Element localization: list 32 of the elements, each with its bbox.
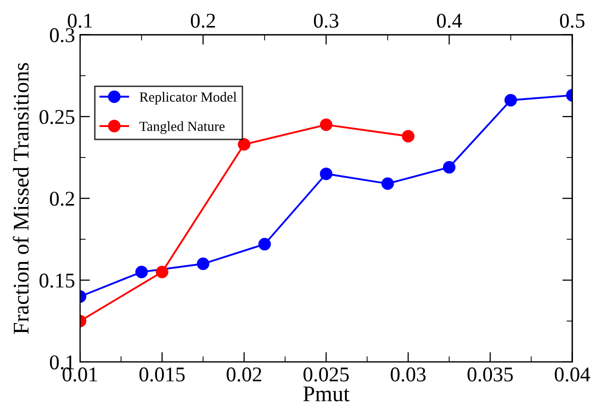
y-tick-label: 0.3 xyxy=(50,28,74,42)
point xyxy=(196,258,210,270)
point xyxy=(156,266,168,278)
legend-label: Tangled Nature xyxy=(140,121,225,134)
point xyxy=(135,266,148,278)
x-tick-label: 0.015 xyxy=(139,367,185,382)
y-tick-label: 0.15 xyxy=(40,274,74,288)
x-tick-label: 0.03 xyxy=(390,367,426,382)
y-tick-label: 0.25 xyxy=(40,110,74,124)
x-tick-label: 0.035 xyxy=(468,367,513,382)
y-tick-label: 0.2 xyxy=(50,192,74,206)
x-axis-title: Pmut xyxy=(303,386,350,402)
point xyxy=(320,118,332,131)
x2-tick-label: 0.3 xyxy=(314,14,338,28)
y-tick-label: 0.1 xyxy=(50,355,74,370)
x-tick-label: 0.01 xyxy=(62,367,98,382)
x-tick-label: 0.04 xyxy=(554,367,590,382)
x2-tick-label: 0.2 xyxy=(190,14,215,28)
x-tick-label: 0.02 xyxy=(226,367,262,382)
point xyxy=(258,238,271,250)
point xyxy=(504,94,517,106)
y-axis-title: Fraction of Missed Transitions xyxy=(12,63,29,334)
x2-tick-label: 0.5 xyxy=(560,14,584,28)
point xyxy=(381,177,394,190)
point xyxy=(320,168,332,180)
x2-tick-label: 0.1 xyxy=(68,14,92,28)
x-tick-label: 0.025 xyxy=(304,367,349,382)
point xyxy=(442,161,456,174)
legend-label: Replicator Model xyxy=(140,92,237,105)
point xyxy=(402,130,414,142)
point xyxy=(238,138,250,151)
x2-tick-label: 0.4 xyxy=(436,14,462,28)
